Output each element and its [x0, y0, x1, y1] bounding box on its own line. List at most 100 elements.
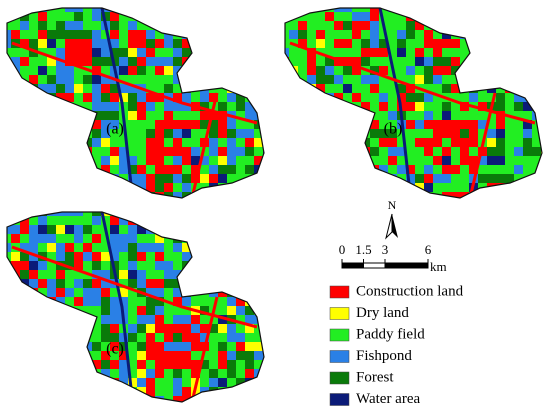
- land-patch: [7, 75, 11, 84]
- land-patch: [505, 174, 514, 183]
- land-patch: [137, 212, 146, 216]
- land-patch: [164, 165, 173, 174]
- land-patch: [263, 111, 264, 120]
- land-patch: [146, 360, 155, 369]
- land-patch: [191, 30, 200, 39]
- land-patch: [478, 192, 487, 198]
- land-patch: [379, 57, 388, 66]
- land-patch: [47, 30, 56, 39]
- land-patch: [11, 252, 20, 261]
- land-patch: [245, 288, 254, 297]
- land-patch: [56, 405, 65, 409]
- land-patch: [469, 30, 478, 39]
- land-patch: [47, 66, 56, 75]
- land-patch: [38, 201, 47, 210]
- land-patch: [460, 156, 469, 165]
- river: [378, 8, 412, 194]
- land-patch: [38, 234, 47, 243]
- land-patch: [146, 252, 155, 261]
- scale-tick-label: 3: [382, 242, 389, 257]
- land-patch: [65, 183, 74, 192]
- land-patch: [65, 30, 74, 39]
- land-patch: [74, 183, 83, 192]
- land-patch: [20, 243, 29, 252]
- land-patch: [263, 360, 264, 369]
- land-patch: [433, 174, 442, 183]
- land-patch: [110, 342, 119, 351]
- land-patch: [191, 212, 200, 216]
- land-patch: [307, 111, 316, 120]
- land-patch: [92, 93, 101, 102]
- land-patch: [424, 39, 433, 48]
- land-patch: [191, 39, 200, 48]
- land-patch: [254, 243, 263, 252]
- land-patch: [505, 30, 514, 39]
- land-patch: [182, 387, 191, 396]
- land-patch: [298, 183, 307, 192]
- land-patch: [128, 243, 137, 252]
- land-patch: [146, 129, 155, 138]
- land-patch: [7, 102, 11, 111]
- land-patch: [173, 12, 182, 21]
- land-patch: [227, 387, 236, 396]
- land-patch: [101, 12, 110, 21]
- land-patch: [38, 102, 47, 111]
- land-patch: [92, 192, 101, 198]
- land-patch: [285, 192, 289, 198]
- land-patch: [92, 333, 101, 342]
- land-patch: [532, 129, 541, 138]
- land-patch: [209, 333, 218, 342]
- land-patch: [47, 156, 56, 165]
- land-patch: [343, 147, 352, 156]
- land-patch: [182, 279, 191, 288]
- land-patch: [65, 174, 74, 183]
- land-patch: [442, 66, 451, 75]
- land-patch: [343, 30, 352, 39]
- land-patch: [406, 75, 415, 84]
- land-patch: [146, 306, 155, 315]
- land-patch: [164, 315, 173, 324]
- land-patch: [254, 39, 263, 48]
- land-patch: [191, 360, 200, 369]
- land-patch: [316, 39, 325, 48]
- land-patch: [496, 102, 505, 111]
- land-patch: [92, 261, 101, 270]
- land-patch: [334, 30, 343, 39]
- land-patch: [47, 234, 56, 243]
- land-patch: [29, 39, 38, 48]
- land-patch: [236, 12, 245, 21]
- land-patch: [101, 75, 110, 84]
- land-patch: [7, 156, 11, 165]
- land-patch: [514, 156, 523, 165]
- land-patch: [137, 333, 146, 342]
- land-patch: [227, 156, 236, 165]
- land-patch: [352, 39, 361, 48]
- land-patch: [56, 297, 65, 306]
- land-patch: [47, 84, 56, 93]
- land-patch: [352, 66, 361, 75]
- land-patch: [74, 75, 83, 84]
- land-patch: [20, 234, 29, 243]
- land-patch: [65, 351, 74, 360]
- land-patch: [11, 8, 20, 12]
- land-patch: [424, 30, 433, 39]
- land-patch: [227, 252, 236, 261]
- land-patch: [119, 57, 128, 66]
- panel-label: (a): [106, 121, 124, 138]
- land-patch: [325, 111, 334, 120]
- land-patch: [415, 138, 424, 147]
- land-patch: [83, 306, 92, 315]
- land-patch: [191, 75, 200, 84]
- land-patch: [101, 129, 110, 138]
- land-patch: [137, 342, 146, 351]
- land-patch: [406, 165, 415, 174]
- land-patch: [487, 129, 496, 138]
- land-patch: [47, 351, 56, 360]
- land-patch: [20, 30, 29, 39]
- land-patch: [424, 183, 433, 192]
- land-patch: [92, 252, 101, 261]
- land-patch: [370, 30, 379, 39]
- land-patch: [137, 324, 146, 333]
- land-patch: [101, 333, 110, 342]
- land-patch: [137, 165, 146, 174]
